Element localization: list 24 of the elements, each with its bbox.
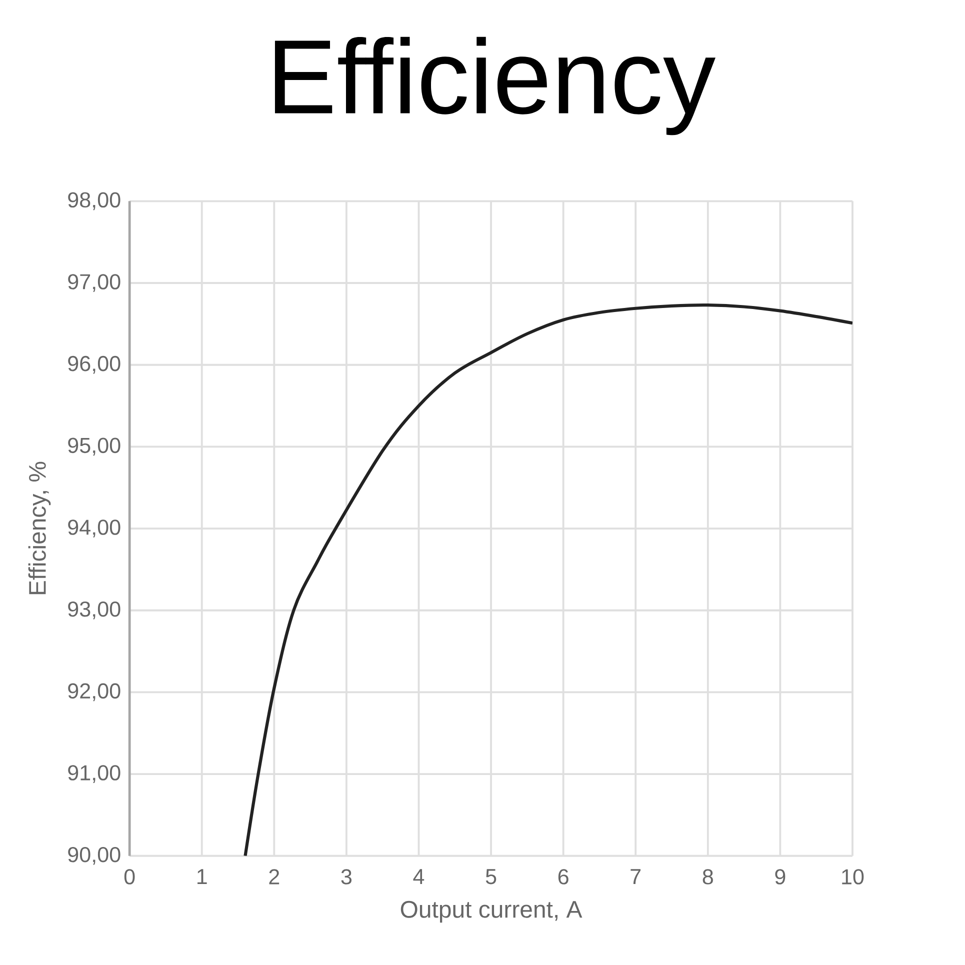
x-tick-label: 3 [341,869,352,884]
x-tick-label: 9 [775,869,786,884]
x-tick-label: 10 [842,869,864,884]
y-tick-label: 98,00 [68,192,120,210]
chart-title: Efficiency [274,36,716,136]
y-tick-label: 96,00 [68,356,120,374]
x-tick-label: 5 [486,869,496,884]
x-tick-label: 8 [702,869,713,884]
y-tick-label: 90,00 [68,846,120,865]
y-axis-title: Efficiency, % [28,462,51,594]
y-tick-label: 93,00 [68,601,120,620]
x-axis-title: Output current, A [400,900,582,923]
y-tick-label: 91,00 [68,765,120,783]
y-tick-label: 95,00 [68,438,120,456]
x-tick-label: 2 [269,869,280,884]
line-series [244,304,852,856]
x-tick-label: 7 [630,869,641,884]
x-tick-label: 0 [124,869,135,884]
y-tick-label: 97,00 [68,274,120,292]
y-tick-label: 92,00 [68,683,120,702]
y-tick-label: 94,00 [68,520,120,538]
x-tick-label: 6 [558,869,568,884]
x-tick-label: 4 [413,869,424,884]
x-tick-label: 1 [198,869,207,884]
